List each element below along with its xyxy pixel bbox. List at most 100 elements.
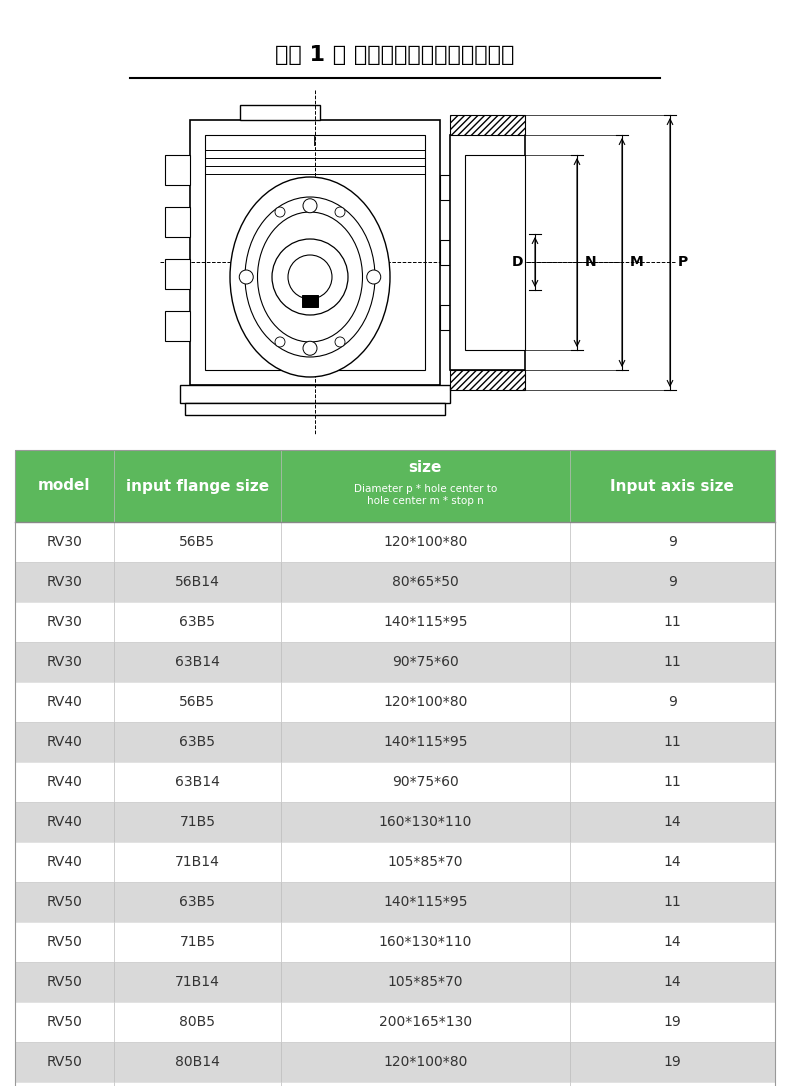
Text: 9: 9: [668, 574, 677, 589]
Text: 19: 19: [664, 1015, 681, 1030]
Bar: [450, 370, 525, 390]
Text: l: l: [314, 136, 317, 149]
Text: RV40: RV40: [47, 695, 82, 709]
Text: 90*75*60: 90*75*60: [392, 655, 459, 669]
Bar: [15, 450, 775, 522]
Text: N: N: [585, 255, 596, 269]
Circle shape: [303, 199, 317, 213]
Text: 200*165*130: 200*165*130: [379, 1015, 472, 1030]
Text: RV40: RV40: [47, 775, 82, 790]
Text: Diameter p * hole center to
hole center m * stop n: Diameter p * hole center to hole center …: [354, 484, 497, 506]
Text: RV40: RV40: [47, 855, 82, 869]
Circle shape: [303, 341, 317, 355]
Text: RV50: RV50: [47, 975, 82, 989]
Text: 160*130*110: 160*130*110: [378, 814, 472, 829]
Bar: [15, 561, 775, 602]
Bar: [240, 105, 320, 119]
Text: 11: 11: [664, 775, 681, 790]
Bar: [165, 311, 190, 341]
Bar: [190, 119, 440, 386]
Text: 140*115*95: 140*115*95: [383, 735, 468, 749]
Text: RV40: RV40: [47, 814, 82, 829]
Bar: [15, 762, 775, 801]
Text: D: D: [511, 255, 523, 269]
Text: 80*65*50: 80*65*50: [392, 574, 459, 589]
Text: 120*100*80: 120*100*80: [383, 535, 468, 550]
Bar: [15, 642, 775, 682]
Text: size: size: [408, 460, 442, 476]
Text: 120*100*80: 120*100*80: [383, 695, 468, 709]
Text: 56B5: 56B5: [179, 535, 216, 550]
Bar: [450, 115, 525, 135]
Circle shape: [275, 207, 285, 217]
Bar: [165, 155, 190, 185]
Text: 63B5: 63B5: [179, 895, 216, 909]
Text: RV30: RV30: [47, 615, 82, 629]
Text: 11: 11: [664, 615, 681, 629]
Bar: [15, 842, 775, 882]
Ellipse shape: [230, 177, 390, 377]
Text: M: M: [630, 255, 644, 269]
Text: 71B5: 71B5: [179, 814, 216, 829]
Bar: [15, 962, 775, 1002]
Text: 14: 14: [664, 935, 681, 949]
Bar: [15, 722, 775, 762]
Text: 63B14: 63B14: [175, 775, 220, 790]
Text: 140*115*95: 140*115*95: [383, 895, 468, 909]
Text: RV40: RV40: [47, 735, 82, 749]
Text: 11: 11: [664, 735, 681, 749]
Bar: [302, 295, 318, 307]
Text: 14: 14: [664, 975, 681, 989]
Circle shape: [288, 255, 332, 299]
Text: 56B5: 56B5: [179, 695, 216, 709]
Bar: [15, 450, 775, 1086]
Bar: [205, 135, 425, 370]
Text: 11: 11: [664, 895, 681, 909]
Text: 14: 14: [664, 814, 681, 829]
Bar: [15, 1002, 775, 1041]
Text: 120*100*80: 120*100*80: [383, 1055, 468, 1069]
Circle shape: [239, 270, 254, 285]
Text: 14: 14: [664, 855, 681, 869]
Bar: [440, 240, 460, 265]
Circle shape: [335, 337, 345, 346]
Text: input flange size: input flange size: [126, 479, 269, 493]
Text: 19: 19: [664, 1055, 681, 1069]
Text: P: P: [678, 255, 688, 269]
Bar: [450, 135, 525, 370]
Text: 105*85*70: 105*85*70: [388, 975, 463, 989]
Circle shape: [367, 270, 381, 285]
Bar: [15, 1082, 775, 1086]
Text: RV50: RV50: [47, 935, 82, 949]
Text: model: model: [38, 479, 91, 493]
Text: 71B14: 71B14: [175, 975, 220, 989]
Text: RV30: RV30: [47, 655, 82, 669]
Bar: [165, 207, 190, 237]
Text: 9: 9: [668, 695, 677, 709]
Text: RV50: RV50: [47, 1015, 82, 1030]
Circle shape: [275, 337, 285, 346]
Text: 80B14: 80B14: [175, 1055, 220, 1069]
Bar: [165, 258, 190, 289]
Text: RV30: RV30: [47, 574, 82, 589]
Bar: [15, 1041, 775, 1082]
Bar: [15, 602, 775, 642]
Text: 63B5: 63B5: [179, 735, 216, 749]
Bar: [15, 801, 775, 842]
Text: 56B14: 56B14: [175, 574, 220, 589]
Bar: [440, 175, 460, 200]
Text: 90*75*60: 90*75*60: [392, 775, 459, 790]
Bar: [465, 155, 525, 350]
Text: 105*85*70: 105*85*70: [388, 855, 463, 869]
Text: 160*130*110: 160*130*110: [378, 935, 472, 949]
Circle shape: [335, 207, 345, 217]
Text: 63B5: 63B5: [179, 615, 216, 629]
Text: RV30: RV30: [47, 535, 82, 550]
Bar: [180, 386, 450, 403]
Bar: [15, 522, 775, 561]
Text: 140*115*95: 140*115*95: [383, 615, 468, 629]
Ellipse shape: [245, 197, 375, 357]
Bar: [15, 882, 775, 922]
Text: RV50: RV50: [47, 895, 82, 909]
Circle shape: [272, 239, 348, 315]
